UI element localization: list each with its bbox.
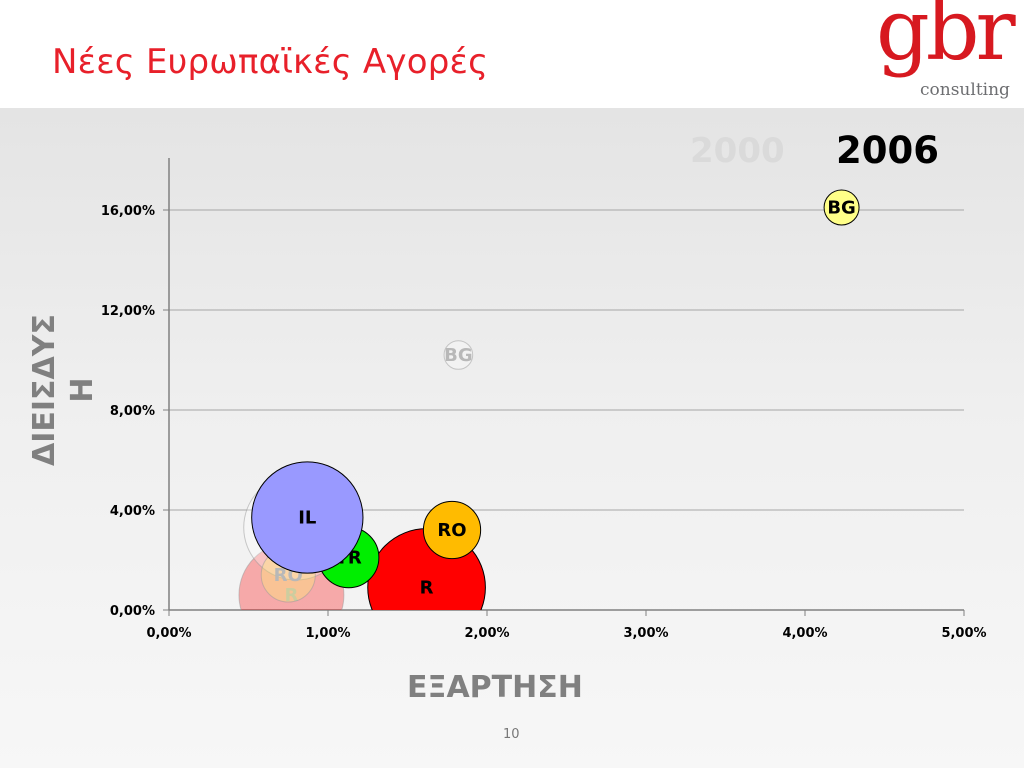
bubble-bg-2000 [443, 340, 474, 370]
y-axis-label: ΔΙΕΙΣΔΥΣ Η [27, 314, 100, 466]
logo-mark: gbr [876, 0, 1016, 79]
year-previous-label: 2000 [690, 131, 785, 171]
x-tick-label: 1,00% [305, 626, 350, 641]
bubble-bg-2006 [823, 189, 860, 226]
bubble-il-2006 [251, 461, 364, 574]
bubble-label: R [420, 578, 434, 599]
y-tick-label: 12,00% [101, 304, 155, 319]
y-tick-label: 8,00% [110, 404, 155, 419]
bubble-ro-2006 [422, 500, 482, 560]
x-tick-label: 3,00% [623, 626, 668, 641]
x-tick-label: 0,00% [146, 626, 191, 641]
x-axis-label: ΕΞΑΡΤΗΣΗ [407, 670, 583, 705]
gbr-consulting-logo: gbr consulting [870, 0, 1022, 106]
bubble-chart: RILROBGRTRILROBG 0,00%4,00%8,00%12,00%16… [101, 158, 987, 641]
bubble-label: BG [827, 198, 856, 219]
bubbles: RILROBGRTRILROBG [238, 189, 860, 610]
tick-labels: 0,00% 4,00% 8,00% 12,00% 16,00% 0,00% 1,00% 2,0… [101, 204, 987, 641]
x-tick-label: 2,00% [464, 626, 509, 641]
bubble-label: RO [437, 520, 466, 541]
y-tick-label: 4,00% [110, 504, 155, 519]
y-tick-label: 0,00% [110, 604, 155, 619]
axes [163, 158, 965, 616]
year-current-label: 2006 [836, 129, 939, 172]
logo-subtitle: consulting [920, 80, 1010, 100]
page-number: 10 [503, 727, 520, 742]
y-tick-label: 16,00% [101, 204, 155, 219]
x-tick-label: 4,00% [782, 626, 827, 641]
bubble-label: IL [298, 508, 316, 529]
bubble-label: BG [444, 345, 473, 366]
x-tick-label: 5,00% [941, 626, 986, 641]
slide-title: Νέες Ευρωπαϊκές Αγορές [52, 42, 489, 82]
